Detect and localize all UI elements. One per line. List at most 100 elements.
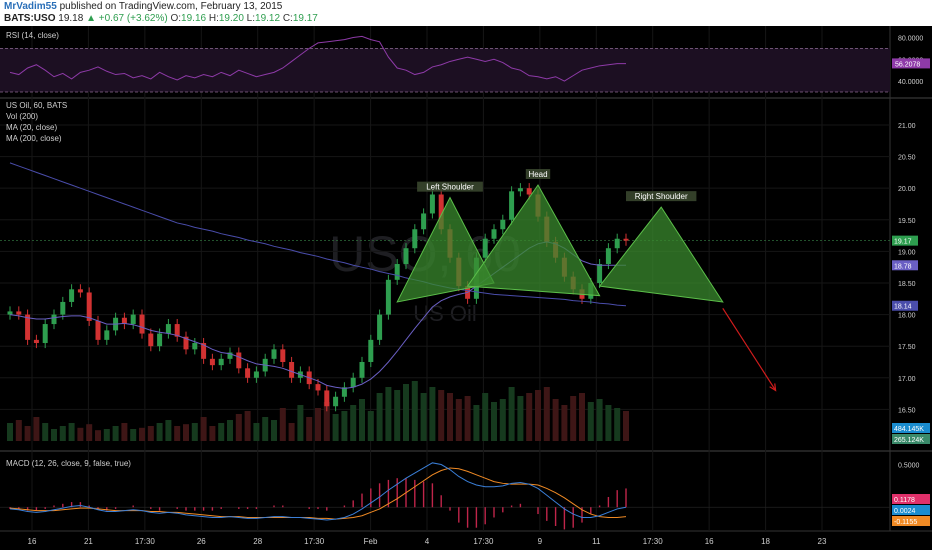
volume-bar [455,399,462,441]
candle[interactable] [526,188,532,195]
candle[interactable] [121,317,127,325]
candle[interactable] [509,191,515,220]
volume-bar [385,387,392,441]
volume-bar [59,426,66,441]
macd-badge [892,505,930,515]
macd-line[interactable] [9,462,627,521]
volume-ma-badge [892,434,930,444]
candle[interactable] [482,238,488,258]
candle[interactable] [324,390,330,407]
right-shoulder-triangle[interactable] [598,206,724,303]
candle[interactable] [368,339,374,362]
candle[interactable] [130,314,136,325]
volume-ma-label: 265.124K [894,437,924,444]
candle[interactable] [236,352,242,369]
left-shoulder-label[interactable]: Left Shoulder [426,183,474,192]
candle[interactable] [104,330,110,340]
candle[interactable] [42,324,48,344]
candle[interactable] [491,229,497,239]
ma200-line[interactable] [9,162,627,307]
candle[interactable] [359,361,365,378]
indicator-volume[interactable]: Vol (200) [6,112,38,121]
candle[interactable] [16,311,22,315]
candle[interactable] [192,343,198,350]
candle[interactable] [280,349,286,362]
candle[interactable] [77,289,83,293]
rsi-pane[interactable] [0,35,890,93]
candle[interactable] [429,194,435,214]
candle[interactable] [333,396,339,407]
indicator-ma200[interactable]: MA (200, close) [6,134,62,143]
candle[interactable] [623,238,629,241]
candle[interactable] [438,194,444,230]
candle[interactable] [394,264,400,280]
candle[interactable] [60,301,66,315]
indicator-ma20[interactable]: MA (20, close) [6,123,57,132]
candle[interactable] [605,248,611,265]
candle[interactable] [148,333,154,347]
forecast-arrow[interactable] [722,307,777,391]
candle[interactable] [86,292,92,321]
candle[interactable] [377,314,383,340]
volume-bar [499,399,506,441]
rsi-title[interactable]: RSI (14, close) [6,31,59,40]
candle[interactable] [517,188,523,192]
volume-bar [244,411,251,441]
macd-signal-line[interactable] [9,467,627,520]
price-tick-label: 19.50 [898,218,916,225]
candle[interactable] [412,229,418,249]
candle[interactable] [597,264,603,283]
ma20-badge [892,260,918,271]
candle[interactable] [614,238,620,249]
volume-bar [235,414,242,441]
candle[interactable] [139,314,145,334]
candle[interactable] [253,371,259,378]
candle[interactable] [25,314,31,340]
candle[interactable] [289,361,295,378]
author-link[interactable]: MrVadim55 [4,1,57,12]
candle[interactable] [500,219,506,230]
candle[interactable] [95,320,101,340]
volume-bar [165,420,172,441]
candle[interactable] [33,339,39,344]
macd-title[interactable]: MACD (12, 26, close, 9, false, true) [6,459,131,468]
price-pane[interactable]: Left Shoulder Head Right Shoulder [7,162,777,441]
candle[interactable] [209,358,215,366]
candle[interactable] [245,368,251,378]
candle[interactable] [165,324,171,334]
candle[interactable] [421,213,427,230]
macd-pane[interactable] [0,462,890,530]
histogram-value-label: 0.1178 [894,497,915,504]
volume-bar [543,387,550,441]
volume-bar [42,423,49,441]
volume-bar [200,417,207,441]
candle[interactable] [69,289,75,302]
candle[interactable] [157,333,163,347]
head-triangle[interactable] [466,184,601,297]
candle[interactable] [341,387,347,397]
volume-bar [271,420,277,441]
candle[interactable] [315,384,321,391]
candle[interactable] [271,349,277,359]
volume-bar [279,408,286,441]
candle[interactable] [227,352,233,359]
rsi-value-label: 56.2078 [895,61,920,68]
rsi-line[interactable] [9,35,626,82]
candle[interactable] [201,343,207,359]
candle[interactable] [403,248,409,265]
candle[interactable] [218,358,224,366]
left-shoulder-triangle[interactable] [396,196,495,303]
head-label[interactable]: Head [528,170,547,179]
right-shoulder-label[interactable]: Right Shoulder [635,192,688,201]
price-title[interactable]: US Oil, 60, BATS [6,101,67,110]
candle[interactable] [183,336,189,350]
candle[interactable] [7,311,13,315]
volume-bar [596,399,603,441]
candle[interactable] [385,279,391,315]
volume-bar [77,427,84,441]
candle[interactable] [174,324,180,337]
candle[interactable] [350,377,356,388]
candle[interactable] [51,314,57,325]
volume-bar [227,420,233,441]
